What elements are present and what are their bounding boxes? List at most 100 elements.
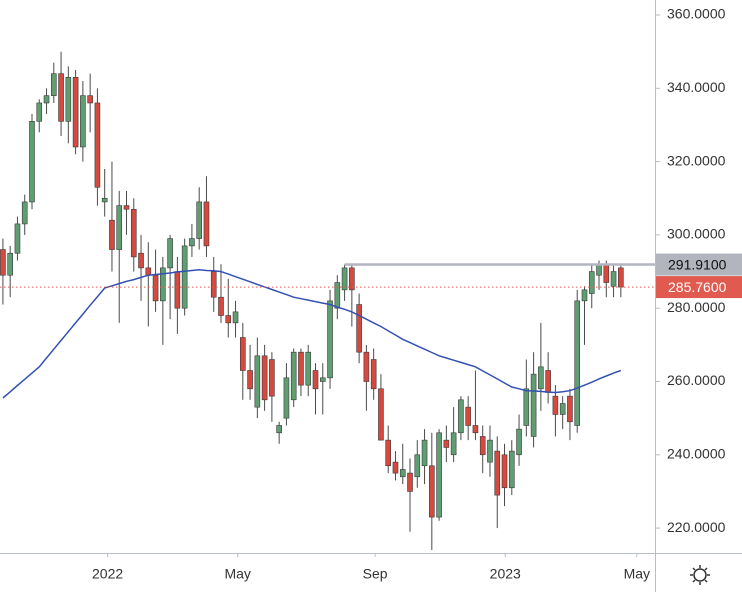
candle-body	[50, 73, 57, 96]
candle-body	[152, 274, 159, 302]
x-tick-label: May	[224, 566, 250, 582]
candle-body	[436, 432, 442, 518]
candle-body	[232, 311, 239, 324]
candle-body	[247, 370, 253, 390]
candle-body	[14, 223, 21, 254]
candle-body	[254, 355, 261, 408]
candle-body	[581, 289, 588, 302]
candle-body	[298, 351, 304, 386]
moving-average	[2, 268, 622, 399]
candle-body	[21, 201, 28, 225]
candle-body	[116, 205, 123, 250]
candle-body	[349, 267, 355, 291]
candle-body	[305, 351, 312, 386]
candle-body	[545, 370, 551, 393]
candle-body	[58, 73, 64, 122]
x-tick-label: May	[624, 566, 650, 582]
candle-body	[341, 267, 348, 291]
y-tick-label: 260.0000	[667, 372, 726, 388]
candle-body	[516, 428, 522, 456]
candle-body	[7, 252, 13, 276]
candle-body	[319, 377, 326, 382]
candle-body	[36, 102, 43, 122]
candle-body	[283, 377, 290, 419]
candle-body	[269, 359, 275, 397]
candle-body	[458, 399, 464, 434]
candle-body	[370, 359, 377, 390]
candle-body	[472, 425, 479, 434]
candle-body	[261, 355, 268, 401]
candle-body	[501, 454, 508, 489]
y-tick-label: 280.0000	[667, 299, 726, 315]
candle-body	[385, 439, 392, 467]
candle-body	[72, 77, 79, 148]
candle-body	[508, 450, 515, 489]
y-tick-label: 360.0000	[667, 6, 726, 22]
candle-body	[196, 201, 202, 239]
candle-body	[174, 271, 181, 309]
candle-body	[494, 450, 501, 496]
candle-body	[181, 245, 188, 309]
candle-body	[414, 454, 421, 478]
candle-body	[240, 337, 246, 371]
y-tick-label: 240.0000	[667, 445, 726, 461]
candle-body	[130, 208, 137, 258]
candle-body	[450, 432, 457, 456]
candle-body	[538, 366, 544, 390]
candle-body	[610, 271, 617, 287]
last-price-label: 285.7600	[668, 279, 727, 295]
candle-body	[109, 219, 115, 250]
candle-body	[327, 300, 333, 379]
candle-body	[399, 469, 406, 478]
candle-body	[312, 370, 319, 390]
candle-body	[523, 388, 530, 426]
y-tick-label: 220.0000	[667, 519, 726, 535]
candle-body	[567, 395, 573, 423]
candle-body	[218, 296, 224, 316]
candle-body	[101, 197, 108, 203]
candle-body	[87, 95, 93, 104]
x-tick-label: Sep	[363, 566, 388, 582]
candle-body	[559, 403, 566, 415]
candle-body	[334, 282, 341, 309]
candle-body	[94, 102, 101, 188]
candle-body	[276, 425, 282, 434]
candle-body	[552, 395, 559, 415]
y-tick-label: 300.0000	[667, 226, 726, 242]
plot-area	[0, 51, 624, 551]
candle-body	[160, 267, 166, 302]
candle-body	[123, 205, 130, 210]
candle-body	[588, 271, 595, 294]
y-tick-label: 320.0000	[667, 152, 726, 168]
candle-body	[479, 436, 486, 456]
candle-body	[407, 472, 413, 492]
last-price-box	[656, 276, 742, 299]
candle-body	[443, 439, 450, 448]
level-price-label: 291.9100	[668, 256, 727, 272]
level-price-tag: 291.9100	[656, 253, 742, 276]
candle-body	[618, 267, 624, 288]
candle-body	[596, 263, 602, 276]
candle-body	[290, 351, 297, 401]
candle-body	[421, 439, 428, 467]
candle-body	[189, 238, 195, 247]
settings-icon[interactable]	[690, 565, 710, 585]
candle-body	[487, 439, 493, 463]
level-price-box	[656, 253, 742, 276]
candle-body	[530, 373, 537, 437]
candle-body	[167, 238, 173, 269]
candle-body	[203, 201, 210, 247]
candle-body	[80, 95, 86, 148]
candle-body	[0, 249, 6, 276]
y-tick-label: 340.0000	[667, 79, 726, 95]
candle-body	[603, 263, 610, 283]
candle-body	[465, 406, 471, 426]
x-tick-label: 2022	[92, 566, 123, 582]
candle-body	[43, 95, 50, 104]
candle-body	[29, 121, 35, 203]
candle-body	[429, 465, 435, 518]
candle-body	[145, 267, 152, 276]
candle-body	[225, 315, 232, 324]
